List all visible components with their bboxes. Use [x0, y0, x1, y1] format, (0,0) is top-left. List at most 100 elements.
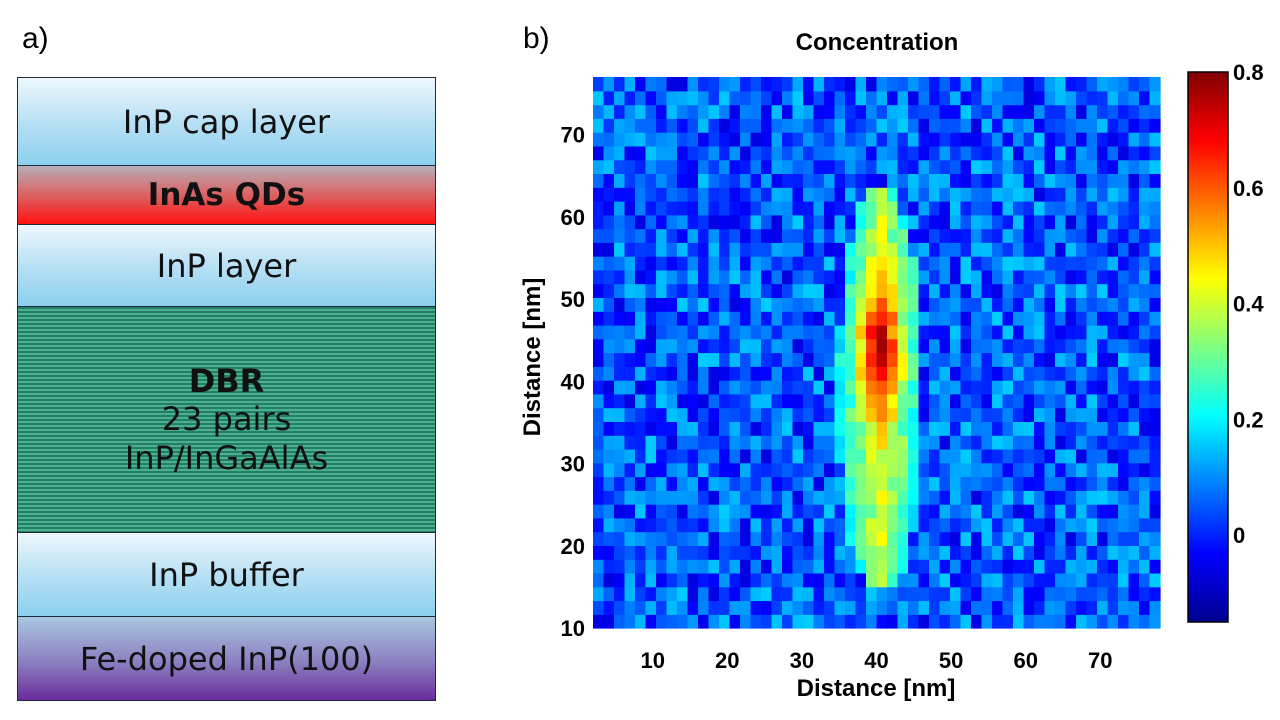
colorbar-tick-label: 0.6 — [1233, 176, 1264, 201]
heatmap-cell — [897, 90, 909, 106]
heatmap-cell — [845, 104, 857, 119]
heatmap-cell — [1044, 77, 1056, 92]
heatmap-cell — [908, 586, 920, 602]
heatmap-cell — [918, 380, 930, 395]
heatmap-cell — [950, 145, 962, 161]
heatmap-cell — [1128, 586, 1140, 602]
heatmap-cell — [1076, 504, 1088, 519]
heatmap-cell — [918, 132, 930, 147]
heatmap-cell — [677, 269, 689, 285]
heatmap-cell — [855, 77, 867, 92]
heatmap-cell — [1034, 559, 1046, 574]
heatmap-cell — [813, 517, 825, 533]
heatmap-cell — [918, 77, 930, 92]
heatmap-cell — [939, 435, 951, 450]
heatmap-cell — [855, 407, 867, 422]
heatmap-cell — [771, 159, 783, 174]
heatmap-cell — [1002, 380, 1014, 395]
heatmap-cell — [708, 242, 720, 257]
heatmap-cell — [1055, 90, 1067, 106]
heatmap-cell — [771, 380, 783, 395]
heatmap-cell — [677, 187, 689, 202]
heatmap-cell — [708, 283, 720, 298]
heatmap-cell — [719, 104, 731, 119]
heatmap-cell — [1013, 504, 1025, 519]
heatmap-cell — [729, 338, 741, 354]
heatmap-cell — [603, 201, 615, 216]
heatmap-cell — [971, 586, 983, 602]
heatmap-cell — [803, 476, 815, 491]
heatmap-cell — [656, 283, 668, 298]
heatmap-cell — [866, 352, 878, 367]
heatmap-cell — [1149, 132, 1161, 147]
heatmap-cell — [635, 490, 647, 505]
heatmap-cell — [992, 324, 1004, 340]
y-tick-label: 70 — [561, 123, 585, 148]
heatmap-cell — [887, 90, 899, 106]
heatmap-cell — [918, 311, 930, 326]
heatmap-cell — [876, 77, 888, 92]
heatmap-cell — [971, 421, 983, 436]
heatmap-cell — [981, 256, 993, 271]
heatmap-cell — [1128, 283, 1140, 298]
heatmap-cell — [960, 407, 972, 422]
heatmap-cell — [855, 559, 867, 574]
heatmap-cell — [740, 118, 752, 133]
heatmap-cell — [897, 228, 909, 243]
heatmap-cell — [1002, 118, 1014, 133]
heatmap-cell — [897, 256, 909, 271]
heatmap-cell — [866, 393, 878, 409]
heatmap-cell — [1118, 531, 1130, 546]
heatmap-cell — [887, 504, 899, 519]
heatmap-cell — [1023, 380, 1035, 395]
heatmap-cell — [1128, 145, 1140, 161]
heatmap-cell — [761, 338, 773, 354]
heatmap-cell — [908, 187, 920, 202]
heatmap-cell — [792, 159, 804, 174]
heatmap-cell — [876, 159, 888, 174]
heatmap-cell — [939, 352, 951, 367]
heatmap-cell — [908, 214, 920, 230]
heatmap-cell — [824, 201, 836, 216]
heatmap-cell — [624, 393, 636, 409]
heatmap-cell — [792, 214, 804, 230]
heatmap-cell — [960, 366, 972, 381]
heatmap-cell — [1013, 173, 1025, 188]
heatmap-cell — [687, 90, 699, 106]
heatmap-cell — [740, 490, 752, 505]
heatmap-cell — [992, 159, 1004, 174]
heatmap-cell — [1118, 393, 1130, 409]
heatmap-cell — [1002, 311, 1014, 326]
heatmap-cell — [1013, 393, 1025, 409]
heatmap-cell — [981, 242, 993, 257]
heatmap-cell — [824, 393, 836, 409]
heatmap-cell — [603, 173, 615, 188]
heatmap-cell — [845, 256, 857, 271]
heatmap-cell — [687, 311, 699, 326]
heatmap-cell — [1034, 421, 1046, 436]
heatmap-cell — [603, 462, 615, 478]
heatmap-cell — [960, 324, 972, 340]
heatmap-cell — [782, 545, 794, 560]
heatmap-cell — [1055, 407, 1067, 422]
heatmap-cell — [761, 118, 773, 133]
heatmap-cell — [971, 531, 983, 546]
heatmap-cell — [929, 614, 941, 629]
heatmap-cell — [1128, 490, 1140, 505]
heatmap-cell — [855, 435, 867, 450]
heatmap-cell — [761, 559, 773, 574]
heatmap-cell — [1086, 421, 1098, 436]
heatmap-cell — [866, 421, 878, 436]
heatmap-cell — [1139, 366, 1151, 381]
heatmap-cell — [845, 380, 857, 395]
heatmap-cell — [677, 352, 689, 367]
heatmap-cell — [1065, 435, 1077, 450]
heatmap-cell — [708, 173, 720, 188]
heatmap-cell — [1149, 256, 1161, 271]
heatmap-cell — [740, 145, 752, 161]
heatmap-cell — [645, 228, 657, 243]
heatmap-cell — [698, 600, 710, 615]
heatmap-cell — [1044, 324, 1056, 340]
heatmap-cell — [1023, 104, 1035, 119]
heatmap-cell — [624, 435, 636, 450]
